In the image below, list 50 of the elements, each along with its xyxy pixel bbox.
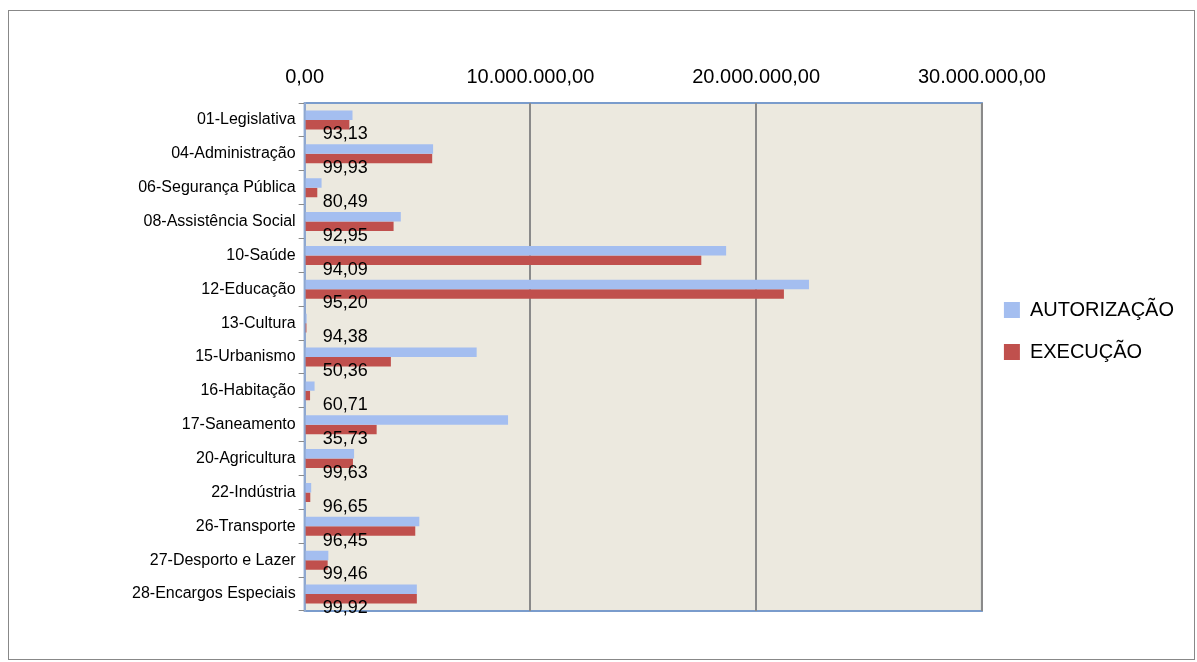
annotation: 60,71	[322, 394, 368, 415]
annotation: 96,45	[322, 529, 368, 550]
bar	[305, 415, 509, 425]
y-tick-label: 13-Cultura	[220, 313, 296, 331]
x-tick-label: 20.000.000,00	[692, 64, 821, 87]
y-tick-label: 08-Assistência Social	[143, 211, 296, 229]
x-tick-label: 0,00	[285, 64, 325, 87]
annotation: 99,93	[322, 156, 368, 177]
annotation: 92,95	[322, 224, 368, 245]
bar	[305, 279, 809, 290]
bar	[305, 212, 401, 222]
y-tick-label: 06-Segurança Pública	[138, 178, 296, 196]
y-tick-label: 20-Agricultura	[196, 449, 296, 467]
y-tick-label: 17-Saneamento	[181, 415, 296, 433]
bar	[305, 584, 417, 595]
annotation: 96,65	[322, 495, 368, 516]
y-tick-label: 10-Saúde	[226, 245, 296, 263]
annotation: 99,46	[322, 563, 368, 584]
y-tick-label: 15-Urbanismo	[195, 347, 296, 365]
bar	[305, 492, 311, 502]
legend-label: EXECUÇÃO	[1029, 338, 1143, 362]
y-tick-label: 04-Administração	[171, 144, 296, 162]
bar	[305, 550, 329, 561]
bar	[305, 110, 353, 120]
bar	[305, 516, 420, 527]
annotation: 99,63	[322, 461, 368, 482]
bar	[305, 449, 355, 459]
bar	[305, 347, 477, 357]
legend-label: AUTORIZAÇÃO	[1029, 296, 1174, 320]
annotation: 94,38	[322, 326, 368, 347]
annotation: 95,20	[322, 292, 368, 313]
y-tick-label: 01-Legislativa	[196, 110, 296, 128]
y-tick-label: 27-Desporto e Lazer	[149, 550, 297, 568]
bar	[305, 381, 315, 391]
y-tick-label: 12-Educação	[201, 279, 296, 297]
annotation: 50,36	[322, 360, 368, 381]
bar	[305, 187, 318, 198]
bar	[305, 178, 322, 188]
y-tick-label: 26-Transporte	[195, 516, 296, 534]
annotation: 93,13	[322, 123, 368, 144]
annotation: 99,92	[322, 597, 368, 618]
bar	[305, 245, 727, 256]
x-tick-label: 30.000.000,00	[917, 64, 1046, 87]
y-tick-label: 16-Habitação	[200, 381, 296, 399]
annotation: 35,73	[322, 427, 368, 448]
annotation: 80,49	[322, 190, 368, 211]
y-tick-label: 22-Indústria	[211, 482, 296, 500]
y-tick-label: 28-Encargos Especiais	[132, 584, 296, 602]
x-tick-label: 10.000.000,00	[466, 64, 595, 87]
bar	[305, 144, 434, 154]
